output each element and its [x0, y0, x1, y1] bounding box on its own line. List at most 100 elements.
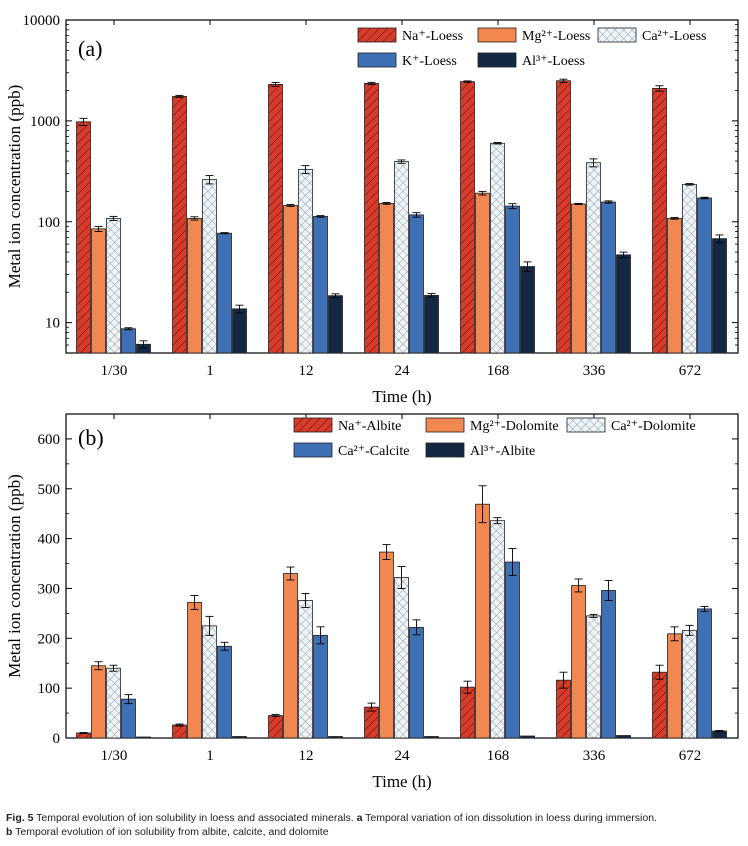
- caption-text: Temporal evolution of ion solubility in …: [36, 812, 354, 824]
- bar: [460, 81, 475, 354]
- bar: [409, 626, 424, 739]
- bar: [697, 608, 712, 739]
- x-tick-label: 12: [299, 363, 314, 379]
- bar: [217, 232, 232, 354]
- bar: [505, 205, 520, 354]
- x-tick-label: 1: [206, 748, 214, 764]
- y-tick-label: 400: [38, 532, 61, 548]
- y-tick-label: 100: [38, 681, 61, 697]
- bar: [187, 217, 202, 354]
- panel-a: 10 100 1000 10000 1/30 1 12 24 168 336 672 Time (h)…: [5, 13, 739, 406]
- legend-swatch: [477, 52, 517, 68]
- y-tick-label: 1000: [30, 114, 60, 130]
- legend-swatch: [293, 442, 333, 458]
- bar: [217, 645, 232, 739]
- bar: [682, 629, 697, 739]
- legend-label: Al³⁺-Loess: [522, 54, 585, 69]
- y-tick-label: 600: [38, 432, 61, 448]
- bar: [328, 736, 343, 739]
- legend-label: K⁺-Loess: [402, 54, 457, 69]
- bar: [520, 735, 535, 739]
- legend-label: Ca²⁺-Dolomite: [611, 419, 696, 434]
- bar: [364, 706, 379, 739]
- bar: [571, 585, 586, 739]
- bar: [667, 633, 682, 739]
- bar: [394, 577, 409, 739]
- bar: [712, 238, 727, 354]
- figure-caption: Fig. 5 Temporal evolution of ion solubil…: [6, 811, 742, 839]
- y-tick-label: 10: [45, 316, 60, 332]
- legend-swatch: [357, 52, 397, 68]
- bar: [652, 671, 667, 739]
- bar: [556, 679, 571, 739]
- bar: [520, 266, 535, 354]
- legend-label: Ca²⁺-Calcite: [338, 444, 409, 459]
- bar: [490, 520, 505, 739]
- bar: [712, 730, 727, 739]
- bar: [505, 561, 520, 739]
- x-tick-label: 24: [395, 748, 411, 764]
- x-tick-label: 336: [583, 748, 606, 764]
- bar: [379, 203, 394, 354]
- legend-swatch: [425, 417, 465, 433]
- caption-part-a-text: Temporal variation of ion dissolution in…: [365, 812, 657, 824]
- bar: [283, 573, 298, 739]
- bar: [76, 121, 91, 354]
- bar: [106, 667, 121, 739]
- bar: [490, 142, 505, 354]
- x-tick-label: 1/30: [101, 748, 128, 764]
- bar: [424, 736, 439, 739]
- legend-label: Na⁺-Albite: [338, 419, 401, 434]
- panel-label: (a): [78, 36, 102, 61]
- x-tick-label: 1/30: [101, 363, 128, 379]
- bar: [232, 308, 247, 354]
- bar: [328, 295, 343, 354]
- bar: [475, 503, 490, 739]
- bar: [121, 698, 136, 739]
- bar: [172, 95, 187, 354]
- bar: [187, 602, 202, 739]
- bar: [364, 83, 379, 354]
- bar: [202, 625, 217, 739]
- bar: [91, 665, 106, 739]
- bar: [202, 179, 217, 354]
- bar: [298, 600, 313, 739]
- x-tick-label: 336: [583, 363, 606, 379]
- y-tick-label: 100: [38, 215, 61, 231]
- bar: [394, 161, 409, 354]
- x-tick-label: 168: [487, 748, 510, 764]
- figure: 10 100 1000 10000 1/30 1 12 24 168 336 672 Time (h)…: [5, 13, 739, 791]
- x-tick-label: 1: [206, 363, 214, 379]
- legend-swatch: [357, 27, 397, 43]
- bar: [556, 80, 571, 354]
- bar: [571, 203, 586, 354]
- legend-swatch: [566, 417, 606, 433]
- bar: [697, 197, 712, 354]
- bar: [106, 217, 121, 354]
- legend-swatch: [477, 27, 517, 43]
- bar: [652, 87, 667, 354]
- caption-part-b-label: b: [6, 826, 13, 838]
- bar: [313, 216, 328, 354]
- bar: [172, 724, 187, 739]
- bar: [616, 735, 631, 739]
- legend-swatch: [425, 442, 465, 458]
- bar: [91, 228, 106, 354]
- caption-label: Fig. 5: [6, 812, 34, 824]
- caption-part-b-text: Temporal evolution of ion solubility fro…: [15, 826, 329, 838]
- legend-label: Na⁺-Loess: [402, 29, 463, 44]
- bar: [313, 634, 328, 739]
- x-axis-label: Time (h): [372, 772, 431, 791]
- bar: [616, 254, 631, 354]
- x-tick-label: 672: [679, 748, 702, 764]
- x-axis-label: Time (h): [372, 387, 431, 406]
- y-tick-label: 10000: [23, 13, 61, 29]
- legend-label: Ca²⁺-Loess: [642, 29, 706, 44]
- bar: [379, 551, 394, 739]
- y-tick-label: 200: [38, 631, 61, 647]
- bar: [268, 715, 283, 739]
- bar: [136, 736, 151, 739]
- bar: [409, 214, 424, 354]
- y-axis-label: Metal ion concentration (ppb): [5, 474, 24, 677]
- legend-swatch: [597, 27, 637, 43]
